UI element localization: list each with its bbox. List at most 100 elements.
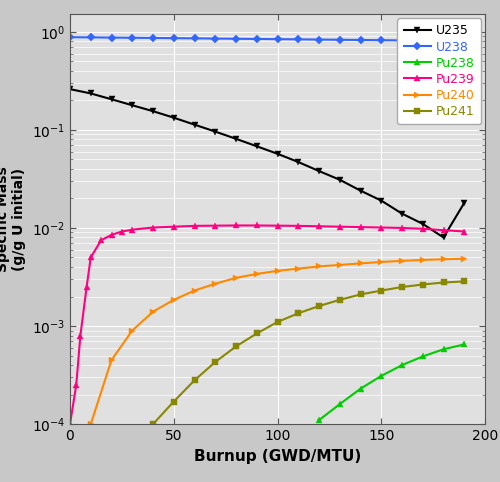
Pu240 (254, 271, 260, 277)
Pu240 (440, 256, 446, 262)
Pu240 (192, 288, 198, 294)
Line: Pu238: Pu238 (316, 341, 468, 424)
U238 (254, 36, 260, 42)
U235 (67, 86, 73, 92)
Pu239 (108, 232, 114, 238)
U235 (358, 188, 364, 194)
Pu241 (337, 297, 343, 303)
Pu240 (274, 268, 280, 274)
Y-axis label: Specific Mass
(g/g U initial): Specific Mass (g/g U initial) (0, 166, 26, 272)
Pu238 (358, 386, 364, 391)
Pu241 (274, 319, 280, 325)
U235 (440, 235, 446, 241)
Pu238 (440, 347, 446, 352)
Pu241 (212, 359, 218, 365)
Pu241 (358, 292, 364, 297)
Pu239 (150, 225, 156, 230)
U235 (274, 151, 280, 157)
Pu241 (378, 288, 384, 294)
Pu240 (212, 281, 218, 287)
Line: U238: U238 (67, 34, 467, 44)
U238 (212, 36, 218, 41)
U235 (316, 168, 322, 174)
Pu239 (462, 228, 468, 234)
Pu239 (84, 284, 89, 290)
Pu239 (171, 224, 177, 229)
U235 (171, 115, 177, 120)
Pu241 (233, 344, 239, 349)
Pu239 (399, 225, 405, 231)
Pu239 (337, 224, 343, 229)
Pu238 (462, 342, 468, 348)
Pu241 (399, 284, 405, 290)
U235 (129, 102, 135, 108)
U238 (108, 35, 114, 40)
U235 (150, 108, 156, 114)
U238 (67, 34, 73, 40)
U235 (399, 211, 405, 216)
Pu241 (150, 421, 156, 427)
U235 (295, 159, 301, 165)
Pu240 (150, 309, 156, 315)
U238 (440, 38, 446, 44)
U235 (337, 177, 343, 183)
U238 (150, 35, 156, 41)
U238 (129, 35, 135, 40)
Line: Pu240: Pu240 (88, 255, 468, 428)
Pu240 (420, 257, 426, 263)
Pu240 (337, 262, 343, 268)
U238 (462, 38, 468, 44)
Pu239 (420, 226, 426, 232)
Pu240 (316, 264, 322, 269)
U235 (462, 200, 468, 206)
Pu240 (358, 261, 364, 267)
Pu238 (378, 373, 384, 379)
Pu239 (233, 223, 239, 228)
Pu240 (233, 275, 239, 281)
Pu239 (295, 223, 301, 229)
Line: U235: U235 (66, 86, 468, 241)
Pu239 (254, 223, 260, 228)
X-axis label: Burnup (GWD/MTU): Burnup (GWD/MTU) (194, 449, 361, 464)
Pu239 (274, 223, 280, 228)
U238 (171, 35, 177, 41)
Pu238 (399, 362, 405, 368)
U238 (274, 36, 280, 42)
U235 (192, 122, 198, 128)
U235 (212, 129, 218, 134)
U238 (358, 37, 364, 43)
Pu240 (462, 256, 468, 262)
U235 (233, 136, 239, 142)
U238 (295, 37, 301, 42)
Pu240 (108, 357, 114, 363)
Pu241 (440, 280, 446, 285)
Pu239 (358, 224, 364, 230)
Pu240 (129, 328, 135, 334)
U235 (88, 91, 94, 96)
U238 (337, 37, 343, 43)
Pu240 (399, 258, 405, 264)
Line: Pu241: Pu241 (150, 279, 467, 427)
Pu240 (295, 266, 301, 271)
Pu239 (129, 227, 135, 233)
U238 (316, 37, 322, 42)
Pu240 (378, 259, 384, 265)
Pu239 (67, 421, 73, 427)
Pu240 (88, 421, 94, 427)
Line: Pu239: Pu239 (66, 222, 468, 428)
Pu238 (420, 354, 426, 360)
U238 (233, 36, 239, 41)
U238 (88, 35, 94, 40)
Pu239 (73, 382, 79, 388)
U235 (378, 198, 384, 203)
U238 (399, 38, 405, 43)
Pu239 (316, 223, 322, 229)
Pu239 (378, 225, 384, 230)
U238 (378, 37, 384, 43)
Pu239 (192, 223, 198, 229)
Pu240 (171, 297, 177, 303)
U235 (254, 143, 260, 149)
Pu241 (171, 399, 177, 404)
Pu241 (462, 279, 468, 284)
Pu239 (212, 223, 218, 228)
